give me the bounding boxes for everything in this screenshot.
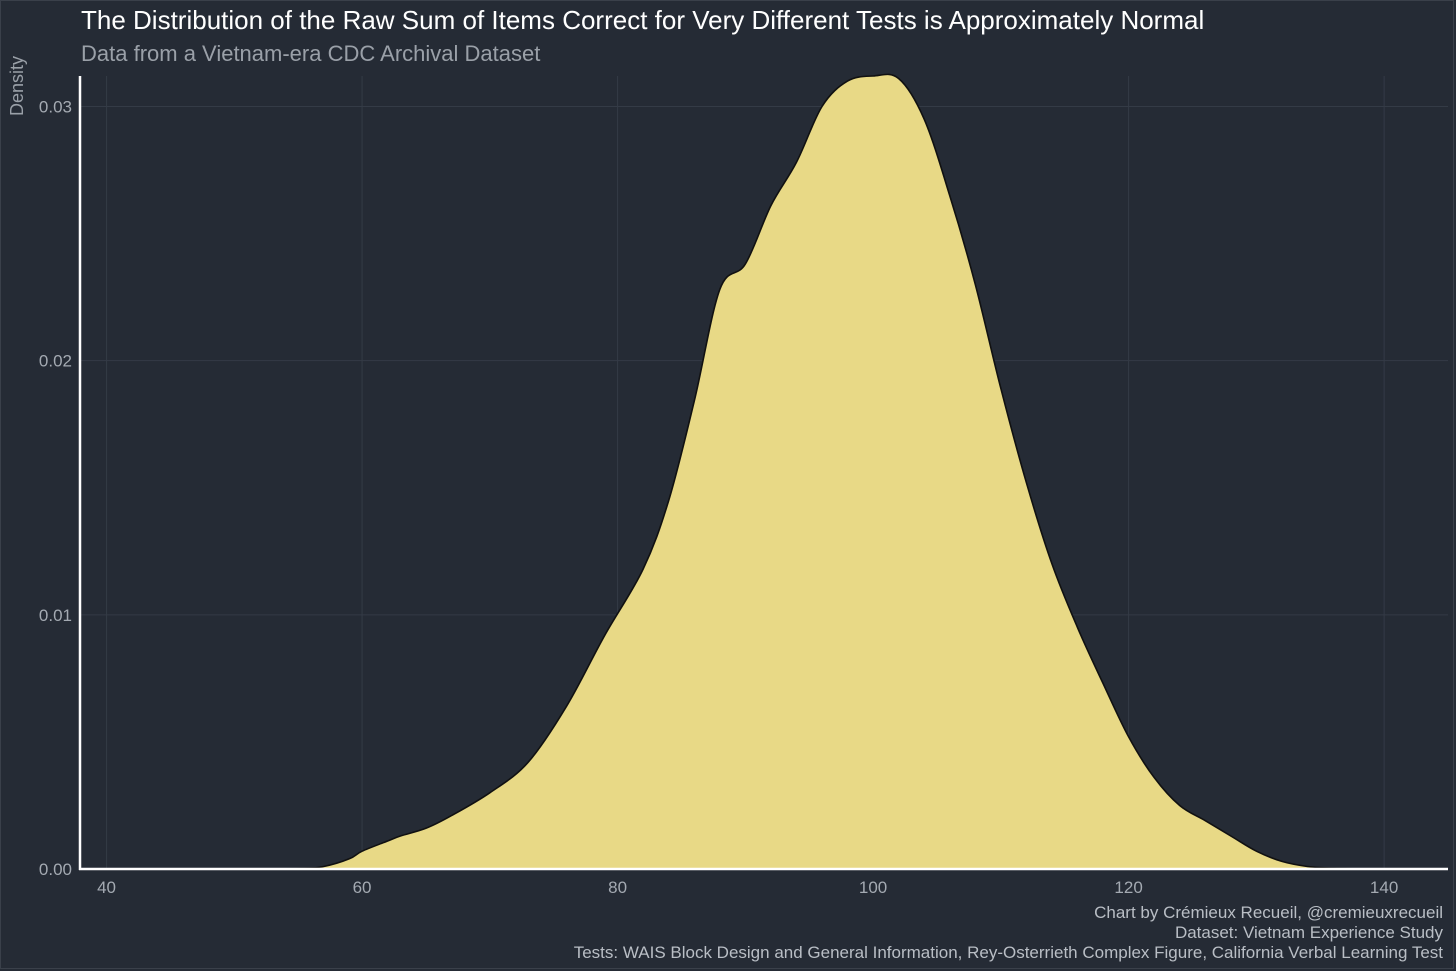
- y-tick-label-0.03: 0.03: [39, 98, 72, 117]
- chart-title: The Distribution of the Raw Sum of Items…: [81, 5, 1205, 35]
- y-tick-label-0.00: 0.00: [39, 860, 72, 879]
- x-tick-label-60: 60: [353, 878, 372, 897]
- caption-author: Chart by Crémieux Recueil, @cremieuxrecu…: [1094, 903, 1443, 922]
- density-outline: [106, 73, 1385, 870]
- caption-tests: Tests: WAIS Block Design and General Inf…: [573, 943, 1443, 962]
- x-tick-label-140: 140: [1370, 878, 1398, 897]
- x-tick-label-80: 80: [608, 878, 627, 897]
- x-tick-label-40: 40: [97, 878, 116, 897]
- chart-subtitle: Data from a Vietnam-era CDC Archival Dat…: [81, 41, 541, 66]
- x-tick-label-100: 100: [859, 878, 887, 897]
- caption-dataset: Dataset: Vietnam Experience Study: [1174, 923, 1443, 942]
- y-tick-label-0.02: 0.02: [39, 352, 72, 371]
- density-area: [106, 74, 1385, 869]
- y-tick-label-0.01: 0.01: [39, 606, 72, 625]
- x-tick-label-120: 120: [1114, 878, 1142, 897]
